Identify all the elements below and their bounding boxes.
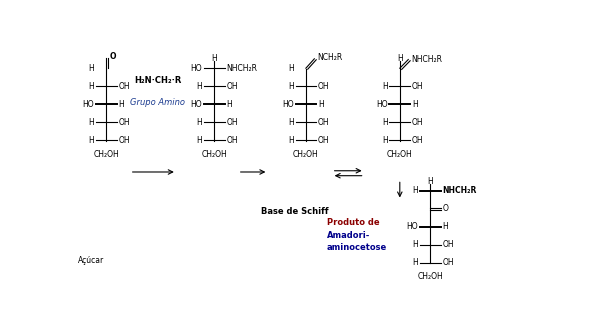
Text: Açúcar: Açúcar (78, 256, 104, 265)
Text: OH: OH (119, 136, 130, 145)
Text: OH: OH (227, 136, 238, 145)
Text: OH: OH (318, 136, 330, 145)
Text: OH: OH (412, 82, 424, 91)
Text: Produto de: Produto de (327, 218, 379, 227)
Text: CH₂OH: CH₂OH (93, 150, 119, 159)
Text: HO: HO (282, 100, 294, 109)
Text: OH: OH (442, 240, 454, 249)
Text: H: H (196, 136, 202, 145)
Text: H: H (288, 118, 294, 127)
Text: H: H (196, 118, 202, 127)
Text: H: H (196, 82, 202, 91)
Text: H: H (88, 64, 94, 73)
Text: CH₂OH: CH₂OH (387, 150, 413, 159)
Text: CH₂OH: CH₂OH (293, 150, 319, 159)
Text: H: H (442, 222, 448, 231)
Text: NHCH₂R: NHCH₂R (411, 55, 442, 64)
Text: OH: OH (412, 118, 424, 127)
Text: H: H (288, 82, 294, 91)
Text: HO: HO (376, 100, 388, 109)
Text: H: H (412, 100, 418, 109)
Text: OH: OH (119, 82, 130, 91)
Text: OH: OH (318, 118, 330, 127)
Text: H: H (427, 177, 433, 186)
Text: H: H (288, 136, 294, 145)
Text: H: H (382, 136, 388, 145)
Text: CH₂OH: CH₂OH (418, 272, 443, 281)
Text: OH: OH (412, 136, 424, 145)
Text: H: H (119, 100, 124, 109)
Text: NHCH₂R: NHCH₂R (442, 186, 477, 195)
Text: H: H (382, 118, 388, 127)
Text: H: H (318, 100, 324, 109)
Text: HO: HO (190, 100, 202, 109)
Text: H: H (88, 118, 94, 127)
Text: H: H (382, 82, 388, 91)
Text: Amadori-: Amadori- (327, 230, 370, 239)
Text: aminocetose: aminocetose (327, 243, 387, 252)
Text: HO: HO (190, 64, 202, 73)
Text: HO: HO (407, 222, 418, 231)
Text: Grupo Amino: Grupo Amino (130, 98, 185, 107)
Text: H: H (227, 100, 232, 109)
Text: H: H (412, 240, 418, 249)
Text: H₂N·CH₂·R: H₂N·CH₂·R (135, 76, 182, 85)
Text: H: H (397, 54, 402, 63)
Text: HO: HO (82, 100, 94, 109)
Text: H: H (412, 258, 418, 267)
Text: OH: OH (318, 82, 330, 91)
Text: OH: OH (227, 118, 238, 127)
Text: NHCH₂R: NHCH₂R (227, 64, 258, 73)
Text: O: O (110, 52, 116, 61)
Text: OH: OH (227, 82, 238, 91)
Text: H: H (88, 136, 94, 145)
Text: O: O (442, 204, 448, 213)
Text: CH₂OH: CH₂OH (201, 150, 227, 159)
Text: Base de Schiff: Base de Schiff (261, 207, 329, 216)
Text: OH: OH (442, 258, 454, 267)
Text: OH: OH (119, 118, 130, 127)
Text: H: H (288, 64, 294, 73)
Text: H: H (412, 186, 418, 195)
Text: H: H (211, 54, 217, 63)
Text: NCH₂R: NCH₂R (317, 53, 342, 62)
Text: H: H (88, 82, 94, 91)
